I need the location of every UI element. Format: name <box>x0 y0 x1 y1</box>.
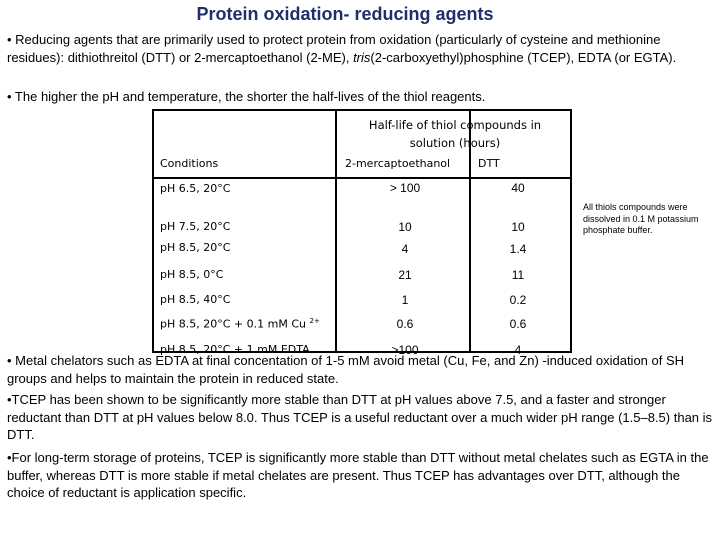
table-row-condition: pH 7.5, 20°C <box>160 220 231 233</box>
bullet-long-term-storage: •For long-term storage of proteins, TCEP… <box>7 450 709 500</box>
bullet-half-lives: • The higher the pH and temperature, the… <box>7 89 486 104</box>
table-cell-dtt: 40 <box>511 181 525 195</box>
bullet-reducing-agents-text: • Reducing agents that are primarily use… <box>7 32 661 65</box>
table-cell-2me: 4 <box>401 242 409 256</box>
table-row-condition-text: pH 8.5, 20°C + 0.1 mM Cu <box>160 317 306 331</box>
bullet-metal-chelators: • Metal chelators such as EDTA at final … <box>7 353 685 386</box>
table-row-condition-superscript: 2+ <box>309 317 320 325</box>
bullet-reducing-agents: • Reducing agents that are primarily use… <box>7 31 715 66</box>
table-cell-dtt: 0.2 <box>509 293 527 307</box>
table-group-header: Half-life of thiol compounds in solution… <box>368 118 542 150</box>
table-cell-2me: 1 <box>401 293 409 307</box>
bullet-reducing-agents-text-end: (2-carboxyethyl)phosphine (TCEP), EDTA (… <box>370 49 677 65</box>
half-life-table: Half-life of thiol compounds in solution… <box>152 109 572 357</box>
table-cell-dtt: 10 <box>511 220 525 234</box>
table-cell-dtt: 1.4 <box>509 242 527 256</box>
table-row-condition: pH 6.5, 20°C <box>160 182 231 195</box>
bullet-tcep-stability: •TCEP has been shown to be significantly… <box>7 392 713 442</box>
table-header-rule <box>154 177 570 179</box>
table-divider-2 <box>469 111 471 351</box>
side-note: All thiols compounds were dissolved in 0… <box>583 202 699 235</box>
table-cell-2me: 21 <box>398 268 412 282</box>
table-cell-dtt: 0.6 <box>509 317 527 331</box>
table-divider-1 <box>335 111 337 351</box>
table-row-condition: pH 8.5, 20°C + 1 mM EDTA <box>160 343 310 356</box>
table-row-condition: pH 8.5, 20°C + 0.1 mM Cu 2+ <box>160 317 320 331</box>
bullet-reducing-agents-italic: tris <box>353 49 371 65</box>
table-cell-2me: 10 <box>398 220 412 234</box>
table-cell-2me: > 100 <box>389 181 421 195</box>
column-header-2me: 2-mercaptoethanol <box>345 157 451 170</box>
table-cell-dtt: 11 <box>511 268 525 282</box>
table-row-condition: pH 8.5, 0°C <box>160 268 224 281</box>
table-row-condition: pH 8.5, 20°C <box>160 241 231 254</box>
column-header-conditions: Conditions <box>160 157 219 170</box>
table-row-condition: pH 8.5, 40°C <box>160 293 231 306</box>
column-header-dtt: DTT <box>478 157 500 170</box>
page-title: Protein oxidation- reducing agents <box>196 4 494 24</box>
table-cell-2me: >100 <box>391 343 419 357</box>
table-cell-2me: 0.6 <box>396 317 414 331</box>
table-cell-dtt: 4 <box>514 343 522 357</box>
